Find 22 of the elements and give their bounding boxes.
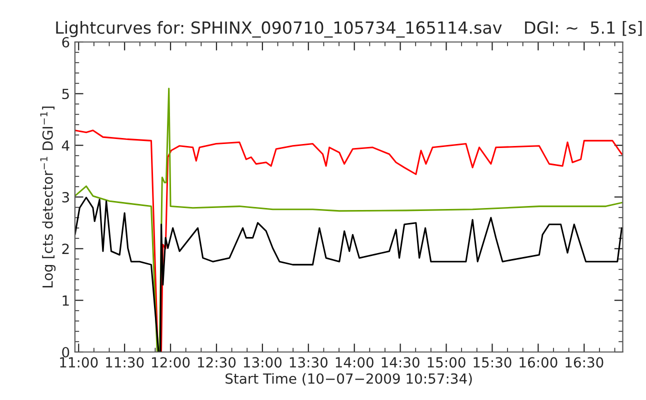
x-tick-label: 14:30: [382, 357, 420, 368]
x-tick-label: 14:00: [336, 357, 374, 368]
x-tick-label: 12:00: [152, 357, 190, 368]
x-tick-label: 16:00: [520, 357, 558, 368]
x-tick-label: 12:30: [198, 357, 236, 368]
y-tick-label: 6: [62, 36, 70, 48]
y-tick-label: 5: [62, 88, 69, 100]
x-axis-title: Start Time (10−07−2009 10:57:34): [226, 373, 472, 386]
x-tick-label: 15:30: [474, 357, 512, 368]
x-tick-label: 11:30: [106, 357, 144, 368]
y-tick-label: 0: [62, 346, 70, 358]
chart-title: Lightcurves for: SPHINX_090710_105734_165114.sav DGI: ~ 5.1 [s]: [56, 21, 642, 38]
x-tick-label: 16:30: [566, 357, 604, 368]
x-tick-label: 15:00: [428, 357, 466, 368]
x-tick-label: 13:30: [290, 357, 328, 368]
y-tick-label: 4: [62, 140, 70, 151]
y-tick-label: 3: [62, 192, 69, 202]
y-tick-label: 2: [62, 244, 69, 254]
x-tick-label: 11:00: [60, 357, 98, 368]
x-tick-label: 13:00: [244, 357, 282, 368]
y-axis-title: Log [cts detector$^{−1}$ DGI$^{−1}$]: [40, 106, 56, 288]
y-tick-label: 1: [62, 295, 69, 306]
